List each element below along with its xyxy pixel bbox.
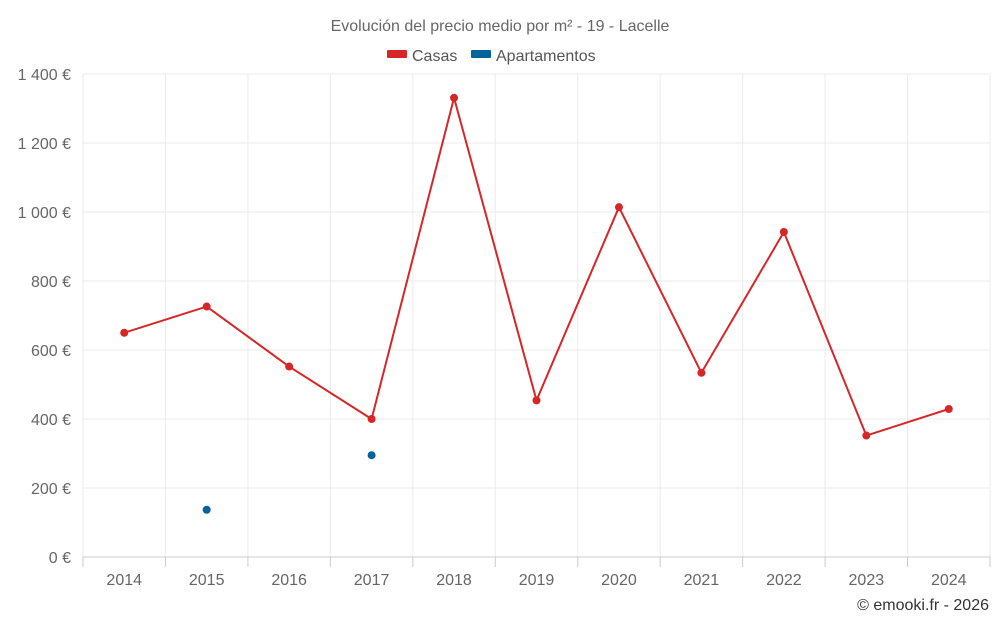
- y-axis: 0 € 200 € 400 € 600 € 800 € 1 000 € 1 200 € 1 4…: [18, 67, 71, 567]
- data-point: [697, 368, 706, 377]
- series-casas: [120, 93, 953, 440]
- y-tick-label: 1 200 €: [18, 136, 71, 153]
- x-tick-label: 2019: [519, 572, 555, 589]
- data-point: [779, 228, 788, 237]
- data-point: [862, 431, 871, 440]
- data-point: [367, 451, 376, 460]
- x-tick-label: 2017: [354, 572, 390, 589]
- legend-item-apartamentos[interactable]: Apartamentos: [471, 48, 596, 65]
- data-point: [202, 505, 211, 514]
- legend-label-casas: Casas: [412, 48, 457, 65]
- series-layer: [120, 93, 953, 514]
- x-gridlines: [82, 74, 991, 557]
- y-tick-label: 600 €: [31, 343, 71, 360]
- y-tick-label: 1 400 €: [18, 67, 71, 84]
- x-tick-label: 2021: [684, 572, 720, 589]
- data-point: [944, 404, 953, 413]
- y-tick-label: 1 000 €: [18, 205, 71, 222]
- series-apartamentos: [202, 451, 376, 514]
- legend-swatch-apartamentos: [471, 50, 491, 58]
- y-tick-label: 400 €: [31, 412, 71, 429]
- data-point: [532, 396, 541, 405]
- chart-title: Evolución del precio medio por m² - 19 -…: [331, 18, 670, 35]
- data-point: [285, 362, 294, 371]
- x-tick-label: 2014: [106, 572, 142, 589]
- x-tick-label: 2023: [849, 572, 885, 589]
- data-point: [367, 415, 376, 423]
- legend-item-casas[interactable]: Casas: [387, 48, 457, 65]
- x-tick-label: 2022: [766, 572, 802, 589]
- y-gridlines: [83, 73, 990, 489]
- legend: Casas Apartamentos: [387, 48, 596, 65]
- x-axis: 2014 2015 2016 2017 2018 2019 2020 2021 2022 2023…: [82, 556, 991, 589]
- legend-swatch-casas: [387, 50, 407, 58]
- x-tick-label: 2024: [931, 572, 967, 589]
- x-tick-label: 2015: [189, 572, 225, 589]
- data-point: [120, 328, 129, 337]
- data-point: [450, 93, 459, 102]
- x-tick-label: 2020: [601, 572, 637, 589]
- x-tick-label: 2018: [436, 572, 472, 589]
- legend-label-apartamentos: Apartamentos: [496, 48, 596, 65]
- x-tick-label: 2016: [271, 572, 307, 589]
- credit-text: © emooki.fr - 2026: [857, 597, 989, 614]
- y-tick-label: 200 €: [31, 481, 71, 498]
- data-point: [614, 203, 623, 212]
- data-point: [202, 302, 211, 311]
- y-tick-label: 800 €: [31, 274, 71, 291]
- y-tick-label: 0 €: [49, 550, 71, 567]
